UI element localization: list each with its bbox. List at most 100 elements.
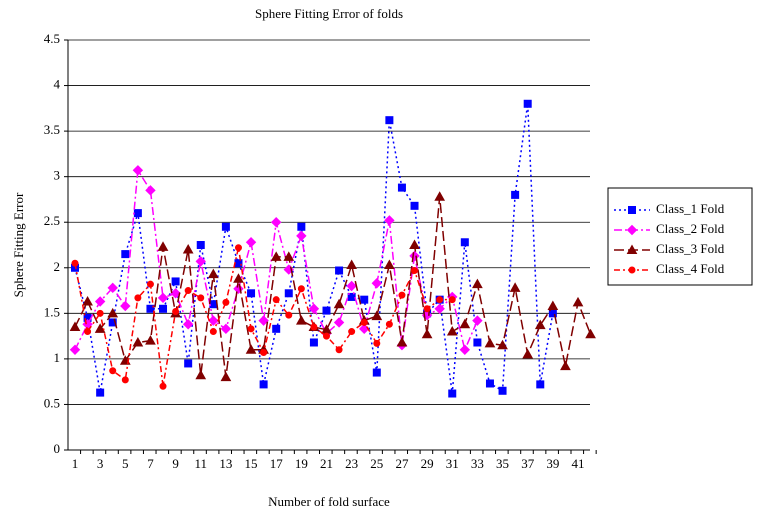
- data-point: [346, 280, 357, 292]
- data-point: [96, 388, 105, 397]
- x-axis-label: Number of fold surface: [268, 494, 390, 509]
- data-point: [172, 308, 180, 316]
- data-point: [222, 298, 230, 306]
- data-point: [260, 349, 268, 357]
- data-point: [233, 283, 244, 294]
- data-point: [308, 303, 320, 314]
- data-point: [560, 360, 571, 371]
- data-point: [409, 250, 420, 262]
- data-point: [459, 344, 471, 355]
- data-point: [233, 273, 244, 283]
- legend-label: Class_3 Fold: [656, 241, 725, 256]
- y-tick-label: 1: [54, 350, 61, 365]
- data-point: [107, 282, 118, 294]
- data-point: [283, 251, 295, 261]
- data-point: [397, 183, 406, 192]
- x-tick-label: 1: [72, 456, 79, 471]
- data-point: [297, 285, 305, 293]
- data-point: [133, 209, 142, 218]
- y-tick-label: 4.5: [44, 31, 60, 46]
- data-point: [472, 278, 483, 289]
- data-point: [497, 339, 508, 350]
- x-tick-label: 33: [471, 456, 484, 471]
- data-point: [360, 295, 369, 304]
- data-point: [511, 190, 520, 199]
- data-point: [434, 303, 445, 314]
- y-tick-label: 3: [54, 168, 61, 183]
- legend-label: Class_1 Fold: [656, 201, 725, 216]
- data-point: [84, 328, 92, 336]
- data-point: [421, 328, 433, 339]
- data-point: [69, 344, 81, 355]
- data-point: [322, 306, 331, 315]
- x-tick-label: 35: [496, 456, 509, 471]
- data-point: [247, 289, 256, 298]
- data-point: [384, 259, 395, 270]
- data-point: [270, 251, 282, 261]
- x-tick-label: 25: [370, 456, 383, 471]
- x-tick-label: 31: [446, 456, 459, 471]
- y-tick-label: 2.5: [44, 213, 60, 228]
- chart-title: Sphere Fitting Error of folds: [255, 6, 403, 21]
- x-tick-label: 41: [572, 456, 585, 471]
- data-point: [258, 315, 269, 326]
- data-point: [448, 296, 456, 304]
- data-point: [209, 300, 218, 309]
- y-tick-label: 3.5: [44, 122, 60, 137]
- data-point: [146, 280, 154, 288]
- x-tick-label: 9: [172, 456, 179, 471]
- data-point: [272, 296, 280, 304]
- y-tick-label: 1.5: [44, 304, 60, 319]
- data-point: [509, 282, 521, 292]
- data-point: [472, 315, 483, 326]
- data-point: [220, 323, 232, 335]
- x-tick-label: 19: [295, 456, 308, 471]
- data-point: [157, 241, 169, 251]
- data-point: [409, 239, 420, 249]
- data-point: [120, 300, 131, 312]
- y-tick-label: 4: [54, 77, 61, 92]
- legend-label: Class_4 Fold: [656, 261, 725, 276]
- x-tick-label: 21: [320, 456, 333, 471]
- data-point: [121, 250, 130, 259]
- data-point: [146, 304, 155, 313]
- data-point: [195, 369, 207, 380]
- legend-marker: [626, 224, 638, 236]
- data-point: [221, 222, 230, 231]
- data-point: [121, 376, 129, 384]
- x-tick-label: 15: [245, 456, 258, 471]
- data-point: [448, 389, 457, 398]
- data-point: [145, 185, 156, 196]
- data-point: [385, 320, 393, 328]
- data-point: [585, 328, 596, 339]
- legend-marker: [628, 206, 636, 214]
- data-point: [459, 318, 471, 329]
- data-point: [371, 278, 383, 289]
- data-point: [132, 165, 144, 176]
- data-point: [410, 201, 419, 210]
- data-point: [423, 305, 431, 313]
- data-point: [284, 289, 293, 298]
- legend-marker: [626, 244, 638, 254]
- data-point: [333, 298, 345, 309]
- data-point: [309, 338, 318, 347]
- data-point: [523, 99, 532, 108]
- x-tick-label: 17: [270, 456, 284, 471]
- data-point: [348, 328, 356, 336]
- data-point: [108, 318, 117, 327]
- data-point: [109, 367, 117, 375]
- legend-marker: [628, 266, 636, 274]
- data-point: [498, 386, 507, 395]
- data-point: [296, 230, 307, 242]
- data-point: [170, 288, 181, 299]
- data-point: [247, 325, 255, 333]
- x-tick-label: 7: [147, 456, 154, 471]
- x-tick-label: 29: [421, 456, 434, 471]
- data-point: [547, 300, 559, 311]
- data-point: [522, 348, 534, 359]
- data-point: [184, 359, 193, 368]
- data-point: [159, 382, 167, 390]
- data-point: [360, 318, 368, 326]
- data-point: [207, 268, 219, 279]
